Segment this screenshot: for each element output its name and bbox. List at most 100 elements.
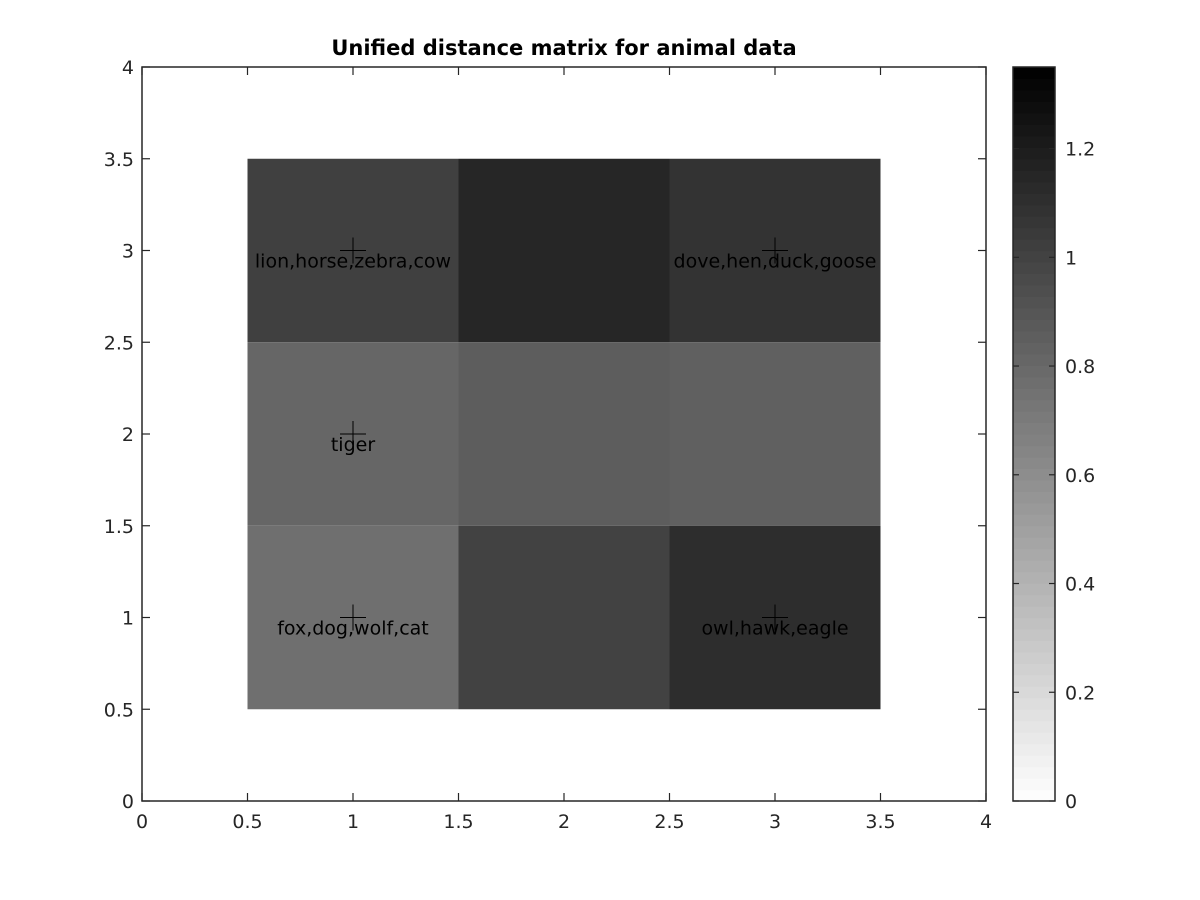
colorbar-swatch-16 (1013, 606, 1055, 619)
colorbar-swatch-0 (1013, 789, 1055, 802)
colorbar-swatch-15 (1013, 617, 1055, 630)
colorbar-swatch-54 (1013, 170, 1055, 183)
colorbar-swatch-28 (1013, 468, 1055, 481)
cell-label-1: dove,hen,duck,goose (674, 251, 877, 273)
heatmap-cell-1 (458, 158, 670, 343)
y-tick-label-1: 0.5 (104, 699, 134, 721)
colorbar-swatch-41 (1013, 319, 1055, 332)
y-tick-label-7: 3.5 (104, 149, 134, 171)
colorbar-tick-label-0: 0 (1065, 791, 1077, 813)
colorbar-swatch-34 (1013, 399, 1055, 412)
colorbar-swatch-43 (1013, 296, 1055, 309)
colorbar-swatch-22 (1013, 537, 1055, 550)
colorbar-swatch-9 (1013, 686, 1055, 699)
heatmap-cells (247, 158, 881, 710)
colorbar-swatch-36 (1013, 376, 1055, 389)
plus-marker-2 (340, 421, 366, 447)
colorbar-swatch-56 (1013, 147, 1055, 160)
cell-label-3: fox,dog,wolf,cat (277, 618, 429, 640)
y-tick-label-4: 2 (122, 424, 134, 446)
colorbar-swatch-32 (1013, 422, 1055, 435)
colorbar-swatch-37 (1013, 365, 1055, 378)
cell-label-2: tiger (331, 434, 375, 456)
colorbar-swatch-6 (1013, 720, 1055, 733)
colorbar-swatch-33 (1013, 411, 1055, 424)
colorbar-tick-label-5: 1 (1065, 247, 1077, 269)
colorbar-swatch-8 (1013, 697, 1055, 710)
colorbar-tick-label-3: 0.6 (1065, 465, 1095, 487)
colorbar: 0 0.2 0.4 0.6 0.8 1 1.2 (1012, 66, 1095, 813)
x-tick-label-1: 0.5 (232, 811, 262, 833)
x-tick-label-2: 1 (347, 811, 359, 833)
colorbar-swatch-50 (1013, 216, 1055, 229)
colorbar-swatch-63 (1013, 67, 1055, 80)
colorbar-swatch-46 (1013, 261, 1055, 275)
colorbar-swatch-13 (1013, 640, 1055, 653)
colorbar-swatch-29 (1013, 456, 1055, 470)
colorbar-swatch-11 (1013, 663, 1055, 676)
plus-marker-1 (762, 237, 788, 264)
colorbar-swatch-24 (1013, 514, 1055, 527)
colorbar-swatch-25 (1013, 502, 1055, 515)
colorbar-swatch-55 (1013, 158, 1055, 171)
colorbar-swatch-49 (1013, 227, 1055, 240)
x-tick-label-5: 2.5 (654, 811, 684, 833)
chart-title: Unified distance matrix for animal data (331, 36, 796, 60)
cell-markers (340, 237, 788, 631)
colorbar-swatch-19 (1013, 571, 1055, 584)
heatmap-cell-4 (458, 342, 670, 526)
heatmap-cell-5 (669, 342, 881, 526)
plus-marker-0 (340, 237, 366, 264)
colorbar-swatch-40 (1013, 330, 1055, 343)
colorbar-swatch-52 (1013, 193, 1055, 206)
colorbar-swatch-44 (1013, 284, 1055, 297)
colorbar-swatch-57 (1013, 135, 1055, 148)
colorbar-swatch-35 (1013, 388, 1055, 401)
x-tick-label-4: 2 (558, 811, 570, 833)
cell-labels: lion,horse,zebra,cow dove,hen,duck,goose t… (255, 251, 877, 640)
colorbar-swatch-48 (1013, 239, 1055, 252)
x-tick-label-8: 4 (980, 811, 992, 833)
colorbar-swatch-21 (1013, 548, 1055, 561)
colorbar-swatch-53 (1013, 181, 1055, 194)
colorbar-swatch-5 (1013, 732, 1055, 745)
axis-ticks: 0 0.5 1 1.5 2 2.5 3 3.5 4 0 0.5 1 1.5 2 2.5 3 3.5 4 (104, 57, 992, 833)
x-tick-label-6: 3 (769, 811, 781, 833)
colorbar-tick-label-2: 0.4 (1065, 574, 1095, 596)
colorbar-swatch-10 (1013, 674, 1055, 687)
x-tick-label-3: 1.5 (443, 811, 473, 833)
colorbar-swatch-39 (1013, 342, 1055, 355)
y-tick-label-3: 1.5 (104, 516, 134, 538)
colorbar-swatch-1 (1013, 778, 1055, 791)
cell-label-4: owl,hawk,eagle (701, 618, 848, 640)
colorbar-swatch-12 (1013, 651, 1055, 664)
colorbar-swatch-47 (1013, 250, 1055, 263)
x-tick-label-7: 3.5 (865, 811, 895, 833)
colorbar-swatch-20 (1013, 560, 1055, 573)
colorbar-swatch-58 (1013, 124, 1055, 137)
colorbar-swatch-38 (1013, 353, 1055, 366)
colorbar-tick-label-1: 0.2 (1065, 682, 1095, 704)
colorbar-swatch-62 (1013, 78, 1055, 91)
colorbar-tick-label-6: 1.2 (1065, 139, 1095, 161)
colorbar-swatch-14 (1013, 628, 1055, 642)
y-tick-label-8: 4 (122, 57, 134, 79)
colorbar-swatch-31 (1013, 434, 1055, 447)
colorbar-swatch-42 (1013, 307, 1055, 320)
colorbar-swatch-27 (1013, 479, 1055, 492)
plus-marker-3 (340, 604, 366, 631)
colorbar-swatch-30 (1013, 445, 1055, 458)
colorbar-swatch-23 (1013, 525, 1055, 538)
colorbar-swatch-3 (1013, 755, 1055, 768)
colorbar-tick-label-4: 0.8 (1065, 356, 1095, 378)
y-tick-label-2: 1 (122, 608, 134, 630)
colorbar-swatch-59 (1013, 112, 1055, 125)
colorbar-swatch-17 (1013, 594, 1055, 607)
colorbar-swatch-18 (1013, 583, 1055, 596)
colorbar-swatch-26 (1013, 491, 1055, 504)
colorbar-swatch-7 (1013, 709, 1055, 722)
colorbar-swatch-45 (1013, 273, 1055, 286)
colorbar-swatch-2 (1013, 766, 1055, 779)
colorbar-swatch-51 (1013, 204, 1055, 217)
